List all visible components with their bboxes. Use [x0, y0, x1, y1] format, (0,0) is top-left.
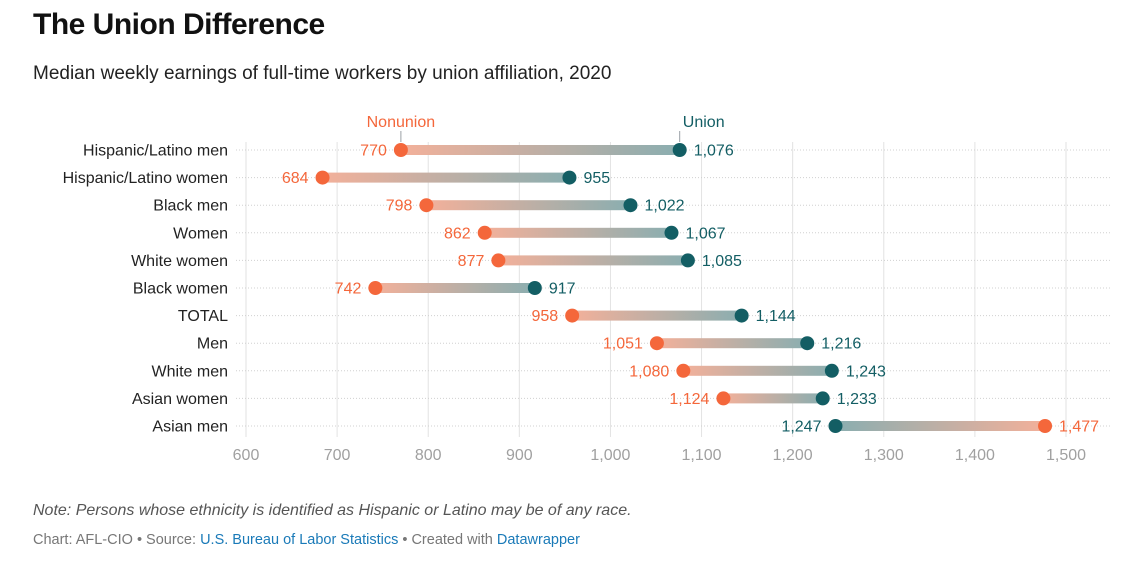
- category-label: Asian women: [132, 391, 228, 408]
- union-dot: [824, 363, 839, 378]
- range-bar: [683, 365, 832, 376]
- nonunion-dot: [477, 225, 492, 240]
- union-dot: [800, 336, 815, 351]
- nonunion-dot: [716, 391, 731, 406]
- nonunion-value-label: 798: [386, 198, 413, 215]
- nonunion-dot: [393, 143, 408, 157]
- x-tick-label: 700: [324, 447, 351, 464]
- union-value-label: 955: [583, 170, 610, 187]
- x-tick-label: 900: [506, 447, 533, 464]
- category-label: TOTAL: [178, 308, 228, 325]
- category-label: Women: [173, 225, 228, 242]
- category-label: Asian men: [152, 419, 228, 436]
- legend-layer: Nonunion Union: [367, 114, 725, 142]
- union-value-label: 1,076: [694, 143, 734, 160]
- nonunion-dot: [565, 308, 580, 323]
- union-dot: [815, 391, 830, 406]
- range-bar: [426, 200, 631, 211]
- source-line: Chart: AFL-CIO • Source: U.S. Bureau of …: [33, 532, 580, 548]
- chart-credit: Chart: AFL-CIO • Source:: [33, 532, 201, 548]
- legend-nonunion: Nonunion: [367, 114, 436, 131]
- union-value-label: 1,233: [837, 391, 877, 408]
- footnote: Note: Persons whose ethnicity is identif…: [33, 502, 632, 519]
- x-tick-label: 600: [233, 447, 260, 464]
- nonunion-value-label: 684: [282, 170, 309, 187]
- category-label: Hispanic/Latino women: [63, 170, 228, 187]
- x-tick-label: 1,300: [864, 447, 904, 464]
- range-bar: [484, 227, 672, 238]
- union-dot: [623, 198, 638, 213]
- nonunion-dot: [491, 253, 506, 268]
- x-tick-label: 1,100: [682, 447, 722, 464]
- union-value-label: 1,067: [685, 225, 725, 242]
- union-dot: [527, 281, 542, 295]
- x-tick-label: 1,400: [955, 447, 995, 464]
- category-label: Black women: [133, 281, 228, 298]
- nonunion-value-label: 958: [531, 308, 558, 325]
- nonunion-dot: [649, 336, 664, 351]
- union-value-label: 1,243: [846, 363, 886, 380]
- range-bar: [723, 393, 823, 404]
- x-tick-label: 800: [415, 447, 442, 464]
- nonunion-dot: [1038, 419, 1053, 433]
- datawrapper-link[interactable]: Datawrapper: [496, 532, 580, 548]
- union-dot: [680, 253, 695, 268]
- nonunion-dot: [676, 363, 691, 378]
- nonunion-value-label: 1,124: [669, 391, 709, 408]
- dot-range-chart: 600 700 800 900 1,000 1,100 1,200 1,300 1,400 1,5…: [63, 114, 1110, 464]
- range-bar: [375, 283, 535, 293]
- union-dot: [562, 170, 577, 185]
- union-dot: [828, 419, 843, 433]
- nonunion-dot: [368, 281, 383, 295]
- nonunion-value-label: 877: [458, 253, 485, 270]
- category-label: Men: [197, 336, 228, 353]
- union-value-label: 1,216: [821, 336, 861, 353]
- created-with-text: • Created with: [398, 532, 497, 548]
- union-value-label: 1,247: [781, 419, 821, 436]
- nonunion-dot: [315, 170, 330, 185]
- grid-layer: 600 700 800 900 1,000 1,100 1,200 1,300 1,400 1,5…: [233, 142, 1086, 464]
- row-layer: Hispanic/Latino men 770 1,076 Hispanic/Lati…: [63, 143, 1110, 436]
- union-dot: [734, 308, 749, 323]
- category-label: Hispanic/Latino men: [83, 143, 228, 160]
- nonunion-value-label: 862: [444, 225, 471, 242]
- union-value-label: 1,144: [756, 308, 796, 325]
- nonunion-value-label: 1,051: [603, 336, 643, 353]
- nonunion-value-label: 1,080: [629, 363, 669, 380]
- union-dot: [672, 143, 687, 157]
- nonunion-value-label: 1,477: [1059, 419, 1099, 436]
- union-value-label: 1,022: [644, 198, 684, 215]
- x-tick-label: 1,000: [590, 447, 630, 464]
- category-label: White men: [152, 363, 228, 380]
- union-value-label: 917: [549, 281, 576, 298]
- category-label: White women: [131, 253, 228, 270]
- range-bar: [835, 421, 1046, 431]
- nonunion-value-label: 770: [360, 143, 387, 160]
- x-tick-label: 1,500: [1046, 447, 1086, 464]
- source-link[interactable]: U.S. Bureau of Labor Statistics: [200, 532, 399, 548]
- range-bar: [656, 338, 808, 349]
- chart-title: The Union Difference: [33, 8, 325, 41]
- range-bar: [400, 145, 680, 155]
- range-bar: [322, 172, 570, 183]
- nonunion-value-label: 742: [335, 281, 362, 298]
- range-bar: [572, 310, 742, 321]
- chart-subtitle: Median weekly earnings of full-time work…: [33, 63, 612, 84]
- legend-union: Union: [683, 114, 725, 131]
- range-bar: [498, 255, 688, 266]
- union-dot: [664, 225, 679, 240]
- union-value-label: 1,085: [702, 253, 742, 270]
- category-label: Black men: [153, 198, 228, 215]
- nonunion-dot: [419, 198, 434, 213]
- x-tick-label: 1,200: [773, 447, 813, 464]
